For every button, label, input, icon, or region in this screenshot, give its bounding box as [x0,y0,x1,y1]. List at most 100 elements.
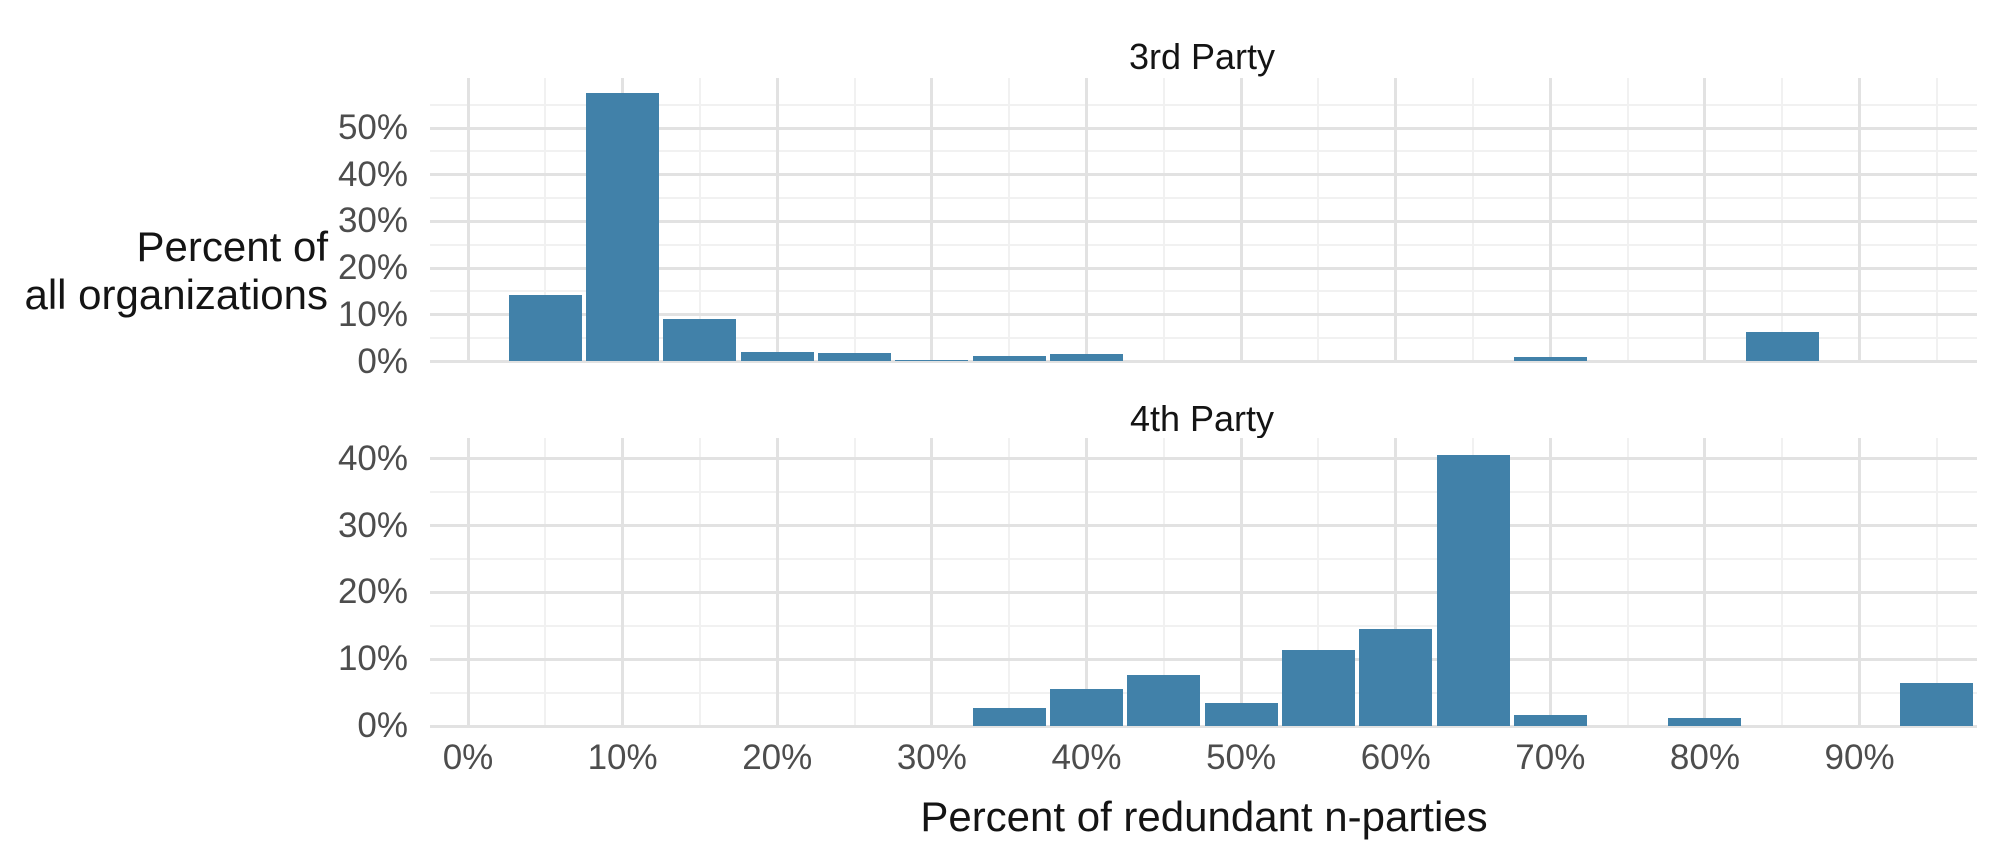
gridline-x-minor [698,438,701,726]
histogram-bar [1281,649,1355,726]
facet-title-3rd-party: 3rd Party [1128,36,1276,77]
histogram-bar [1436,455,1510,726]
y-tick-label: 20% [337,572,408,612]
histogram-bar [1668,717,1742,726]
gridline-x-minor [1472,78,1475,362]
y-axis-title: Percent of all organizations [0,223,328,319]
gridline-x-major [1394,78,1398,362]
gridline-x-minor [853,78,856,362]
histogram-bar [1049,354,1123,362]
gridline-x-major [775,78,779,362]
gridline-x-major [1548,78,1552,362]
y-tick-label: 0% [357,706,408,745]
gridline-x-minor [1781,78,1784,362]
gridline-x-major [1548,438,1552,726]
gridline-x-minor [1935,438,1938,726]
gridline-y-major [430,360,1977,363]
gridline-y-major [430,219,1977,223]
gridline-x-minor [1935,78,1938,362]
histogram-bar [1745,332,1819,362]
histogram-bar [1204,702,1278,726]
gridline-x-major [1239,438,1243,726]
gridline-x-minor [544,438,547,726]
gridline-x-minor [1626,78,1629,362]
gridline-y-minor [430,150,1977,153]
facet-title-4th-party: 4th Party [1129,398,1275,439]
x-tick-label: 70% [1515,738,1586,777]
histogram-bar [663,319,737,362]
gridline-x-major [1084,78,1088,362]
histogram-bar [972,707,1046,726]
y-tick-label: 20% [337,248,408,288]
x-tick-label: 50% [1206,738,1277,777]
gridline-y-major [430,457,1977,461]
gridline-y-major [430,313,1977,317]
histogram-bar [1127,675,1201,726]
gridline-x-minor [1162,438,1165,726]
gridline-y-minor [430,558,1977,560]
y-tick-label: 10% [337,294,408,334]
histogram-bar [1359,629,1433,726]
gridline-x-minor [698,78,701,362]
gridline-x-major [1703,438,1707,726]
gridline-y-minor [430,243,1977,246]
gridline-y-major [430,266,1977,270]
gridline-y-minor [430,624,1977,627]
y-tick-label: 0% [357,341,408,381]
gridline-x-minor [1162,78,1165,362]
gridline-x-minor [544,78,547,362]
gridline-x-minor [1317,78,1320,362]
gridline-x-major [775,438,779,726]
y-axis-title-line1: Percent of [136,223,328,270]
histogram-bar [895,359,969,362]
gridline-x-major [1858,78,1862,362]
gridline-x-major [1858,438,1862,726]
gridline-x-major [466,438,470,726]
x-tick-label: 40% [1051,738,1122,777]
gridline-x-major [1084,438,1088,726]
gridline-x-major [466,78,470,362]
gridline-y-minor [430,290,1977,293]
y-tick-label: 50% [337,108,408,147]
x-axis-title: Percent of redundant n-parties [920,793,1488,840]
y-tick-label: 40% [337,438,408,478]
y-axis-title-line2: all organizations [24,271,328,318]
gridline-x-major [1239,78,1243,362]
y-tick-label: 40% [337,154,408,194]
plot-panel-3rd-party [430,78,1977,363]
histogram-bar [1900,683,1974,726]
histogram-bar [508,294,582,362]
histogram-bar [972,355,1046,362]
x-tick-label: 10% [587,738,658,777]
x-tick-label: 30% [896,738,967,777]
y-tick-label: 10% [337,639,408,679]
y-tick-label: 30% [337,505,408,545]
gridline-x-major [930,78,934,362]
gridline-y-minor [430,103,1977,106]
gridline-y-minor [430,491,1977,494]
gridline-y-major [430,173,1977,177]
histogram-bar [1513,356,1587,362]
gridline-y-major [430,590,1977,594]
histogram-bar [818,353,892,362]
gridline-x-minor [1781,438,1784,726]
gridline-y-major [430,126,1977,130]
gridline-x-major [1703,78,1707,362]
gridline-x-minor [853,438,856,726]
gridline-y-major [430,657,1977,661]
gridline-x-minor [1008,78,1011,362]
x-tick-label: 90% [1824,738,1895,777]
x-tick-label: 0% [442,738,494,777]
gridline-y-minor [430,337,1977,340]
gridline-y-major [430,724,1977,728]
gridline-y-minor [430,691,1977,694]
gridline-x-major [1394,438,1398,726]
histogram-bar [586,92,660,362]
x-tick-label: 60% [1360,738,1431,777]
gridline-y-major [430,524,1977,528]
histogram-bar [1049,689,1123,726]
y-tick-label: 30% [337,201,408,241]
gridline-x-minor [1008,438,1011,726]
x-tick-label: 20% [742,738,813,777]
